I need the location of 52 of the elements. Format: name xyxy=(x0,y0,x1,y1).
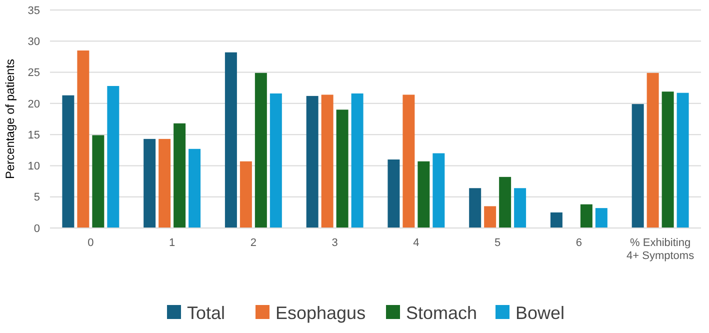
legend-label: Stomach xyxy=(406,303,478,323)
y-tick-label: 25 xyxy=(28,67,40,80)
bar xyxy=(646,72,659,228)
y-tick-label: 15 xyxy=(28,129,40,142)
y-tick-label: 35 xyxy=(28,4,40,17)
bar xyxy=(158,138,171,228)
bar xyxy=(77,50,90,228)
x-tick-label: 5 xyxy=(494,237,501,249)
bar xyxy=(469,188,482,228)
x-tick-label: 6 xyxy=(576,237,582,249)
bar xyxy=(402,94,415,228)
bar xyxy=(676,92,689,228)
bar xyxy=(388,159,400,228)
bar xyxy=(580,204,592,228)
bar xyxy=(107,86,120,228)
bar xyxy=(62,95,74,228)
x-tick-label: 0 xyxy=(88,237,94,249)
y-tick-label: 10 xyxy=(28,160,40,173)
bar xyxy=(254,72,267,228)
bar xyxy=(270,93,282,228)
bar xyxy=(499,176,512,228)
x-tick-label: 1 xyxy=(169,237,176,249)
bar xyxy=(595,208,608,228)
bar xyxy=(662,92,674,228)
bar xyxy=(432,153,445,228)
bar xyxy=(174,123,186,228)
bar xyxy=(240,161,252,228)
bar xyxy=(514,188,526,228)
bar xyxy=(418,161,430,228)
y-axis-title: Percentage of patients xyxy=(3,58,17,180)
bar xyxy=(550,212,562,228)
bar xyxy=(351,93,364,228)
y-tick-label: 30 xyxy=(28,36,40,48)
bar xyxy=(321,94,334,228)
legend-label: Total xyxy=(187,303,226,323)
y-tick-label: 0 xyxy=(34,222,40,235)
x-tick-label: % Exhibiting 4+ Symptoms xyxy=(626,237,695,262)
legend-label: Esophagus xyxy=(276,303,366,323)
bar xyxy=(188,148,201,228)
bar xyxy=(336,110,348,228)
bar xyxy=(632,104,644,228)
bar xyxy=(484,206,496,228)
y-tick-label: 20 xyxy=(28,98,40,110)
x-tick-label: 3 xyxy=(332,237,338,249)
bar xyxy=(306,96,318,228)
bar xyxy=(224,52,237,228)
bar xyxy=(92,135,104,228)
y-tick-label: 5 xyxy=(34,192,40,204)
bar xyxy=(144,138,156,228)
legend-label: Bowel xyxy=(516,303,565,323)
x-tick-label: 4 xyxy=(413,237,420,249)
x-tick-label: 2 xyxy=(250,237,256,249)
